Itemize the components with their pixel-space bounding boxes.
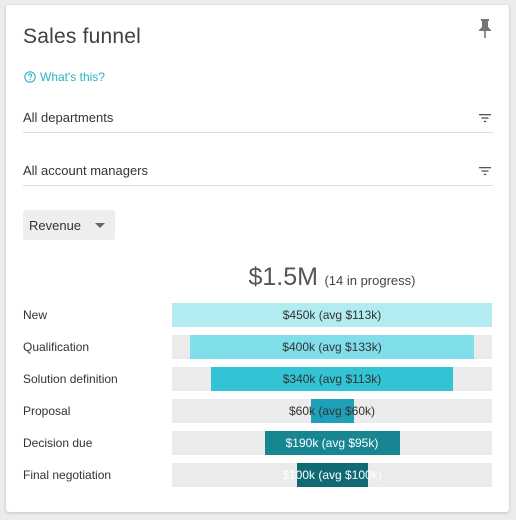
funnel-bar-track[interactable]: $100k (avg $100k)	[172, 463, 492, 487]
funnel-total: $1.5M (14 in progress)	[172, 263, 492, 292]
funnel-bar	[311, 399, 354, 423]
funnel-value-label: $400k (avg $133k)	[282, 340, 382, 354]
funnel-stage-label: Solution definition	[23, 372, 118, 386]
total-amount: $1.5M	[248, 263, 318, 291]
funnel-bar	[265, 431, 400, 455]
funnel-row: New $450k (avg $113k)	[23, 303, 493, 327]
account-manager-filter-label: All account managers	[23, 163, 149, 178]
funnel-bar	[297, 463, 368, 487]
caret-down-icon	[95, 223, 105, 228]
funnel-bar-track[interactable]: $450k (avg $113k)	[172, 303, 492, 327]
filter-icon[interactable]	[479, 113, 491, 123]
card-title: Sales funnel	[23, 25, 141, 48]
funnel-stage-label: New	[23, 308, 48, 322]
filter-icon[interactable]	[479, 166, 491, 176]
funnel-bar-track[interactable]: $60k (avg $60k)	[172, 399, 492, 423]
funnel-bar-track[interactable]: $400k (avg $133k)	[172, 335, 492, 359]
in-progress-count: (14 in progress)	[324, 273, 416, 288]
funnel-stage-label: Proposal	[23, 404, 71, 418]
funnel-row: Final negotiation $100k (avg $100k)	[23, 463, 493, 487]
funnel-value-label: $450k (avg $113k)	[282, 308, 382, 322]
funnel-stage-label: Decision due	[23, 436, 93, 450]
funnel-bar	[211, 367, 453, 391]
help-circle-icon	[24, 71, 36, 83]
funnel-value-label: $60k (avg $60k)	[288, 404, 376, 418]
pin-icon[interactable]	[478, 19, 492, 39]
funnel-stage-label: Qualification	[23, 340, 90, 354]
department-filter-label: All departments	[23, 110, 114, 125]
metric-dropdown-label: Revenue	[29, 218, 82, 233]
funnel-stage-label: Final negotiation	[23, 468, 112, 482]
funnel-row: Decision due $190k (avg $95k)	[23, 431, 493, 455]
funnel-row: Qualification $400k (avg $133k)	[23, 335, 493, 359]
whats-this-label: What's this?	[40, 70, 105, 84]
funnel-row: Solution definition $340k (avg $113k)	[23, 367, 493, 391]
department-filter[interactable]: All departments	[23, 106, 493, 133]
funnel-value-label: $340k (avg $113k)	[282, 372, 382, 386]
funnel-value-label: $100k (avg $100k)	[282, 468, 382, 482]
funnel-bar	[190, 335, 474, 359]
funnel-value-label: $190k (avg $95k)	[285, 436, 379, 450]
funnel-row: Proposal $60k (avg $60k)	[23, 399, 493, 423]
account-manager-filter[interactable]: All account managers	[23, 159, 493, 186]
sales-funnel-card: Sales funnel What's this? All department…	[6, 5, 509, 512]
metric-dropdown[interactable]: Revenue	[23, 210, 115, 240]
whats-this-link[interactable]: What's this?	[24, 70, 105, 84]
funnel-bar	[172, 303, 492, 327]
funnel-bar-track[interactable]: $340k (avg $113k)	[172, 367, 492, 391]
funnel-bar-track[interactable]: $190k (avg $95k)	[172, 431, 492, 455]
